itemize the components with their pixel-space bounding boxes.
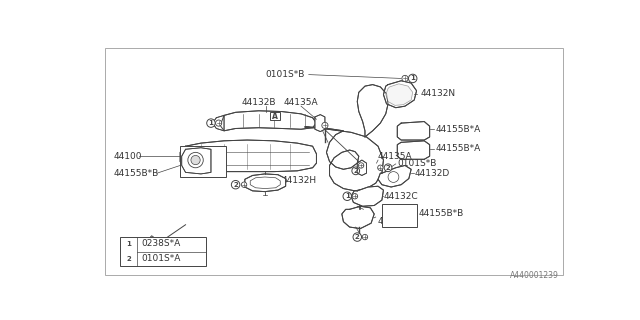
Text: 44132I: 44132I bbox=[378, 217, 409, 226]
Text: 44132C: 44132C bbox=[383, 192, 418, 201]
Circle shape bbox=[343, 192, 351, 201]
Polygon shape bbox=[180, 140, 316, 172]
Circle shape bbox=[362, 234, 367, 240]
Text: 2: 2 bbox=[386, 165, 390, 171]
Circle shape bbox=[124, 254, 133, 263]
Circle shape bbox=[402, 75, 408, 82]
Polygon shape bbox=[397, 141, 429, 159]
Polygon shape bbox=[212, 116, 224, 131]
Text: 2: 2 bbox=[126, 256, 131, 262]
Polygon shape bbox=[397, 122, 429, 140]
Circle shape bbox=[353, 233, 362, 241]
Circle shape bbox=[124, 240, 133, 248]
Polygon shape bbox=[351, 186, 383, 206]
Bar bbox=[382, 204, 417, 227]
Circle shape bbox=[188, 152, 204, 168]
Text: 0101S*A: 0101S*A bbox=[141, 254, 180, 263]
Text: 1: 1 bbox=[126, 241, 131, 247]
Polygon shape bbox=[182, 148, 211, 174]
Text: 44155B*B: 44155B*B bbox=[419, 210, 464, 219]
Polygon shape bbox=[220, 111, 316, 131]
Circle shape bbox=[384, 164, 392, 172]
Text: 44132D: 44132D bbox=[414, 169, 449, 178]
Text: 44155B*A: 44155B*A bbox=[436, 125, 481, 134]
Polygon shape bbox=[378, 165, 411, 187]
Text: 1: 1 bbox=[410, 76, 415, 81]
Text: 2: 2 bbox=[353, 168, 358, 174]
Text: 44155B*A: 44155B*A bbox=[436, 144, 481, 153]
Text: 2: 2 bbox=[233, 182, 238, 188]
Circle shape bbox=[216, 120, 221, 126]
Circle shape bbox=[241, 182, 247, 188]
Text: 0238S*A: 0238S*A bbox=[141, 239, 180, 249]
Text: 1: 1 bbox=[209, 120, 213, 126]
Polygon shape bbox=[250, 177, 280, 188]
Text: 44100: 44100 bbox=[114, 152, 143, 161]
Bar bbox=[180, 146, 227, 177]
Circle shape bbox=[408, 74, 417, 83]
Circle shape bbox=[378, 165, 383, 171]
Polygon shape bbox=[357, 160, 367, 175]
Text: 2: 2 bbox=[355, 234, 360, 240]
Text: 44135A: 44135A bbox=[378, 152, 413, 161]
Circle shape bbox=[352, 167, 360, 175]
Text: 44132N: 44132N bbox=[420, 89, 456, 98]
Circle shape bbox=[388, 172, 399, 182]
Polygon shape bbox=[342, 206, 374, 228]
Bar bbox=[270, 112, 280, 120]
Text: 0101S*B: 0101S*B bbox=[266, 70, 305, 79]
Text: 44132H: 44132H bbox=[282, 176, 317, 185]
Circle shape bbox=[232, 180, 240, 189]
Polygon shape bbox=[305, 127, 383, 191]
Text: A: A bbox=[272, 112, 278, 121]
Text: 1: 1 bbox=[345, 193, 349, 199]
Polygon shape bbox=[383, 81, 417, 108]
Text: A440001239: A440001239 bbox=[510, 271, 559, 280]
Polygon shape bbox=[357, 84, 388, 137]
Circle shape bbox=[191, 156, 200, 165]
Circle shape bbox=[352, 194, 358, 199]
Text: FRONT: FRONT bbox=[145, 234, 173, 258]
Text: 44135A: 44135A bbox=[284, 98, 318, 107]
Text: 0101S*B: 0101S*B bbox=[397, 159, 436, 168]
Circle shape bbox=[322, 122, 328, 129]
Polygon shape bbox=[245, 174, 285, 192]
Polygon shape bbox=[386, 84, 413, 105]
Text: 44132B: 44132B bbox=[242, 98, 276, 107]
Circle shape bbox=[358, 163, 364, 168]
Circle shape bbox=[207, 119, 215, 127]
Polygon shape bbox=[315, 115, 325, 132]
Bar bbox=[120, 237, 206, 266]
Text: 44155B*B: 44155B*B bbox=[114, 169, 159, 178]
